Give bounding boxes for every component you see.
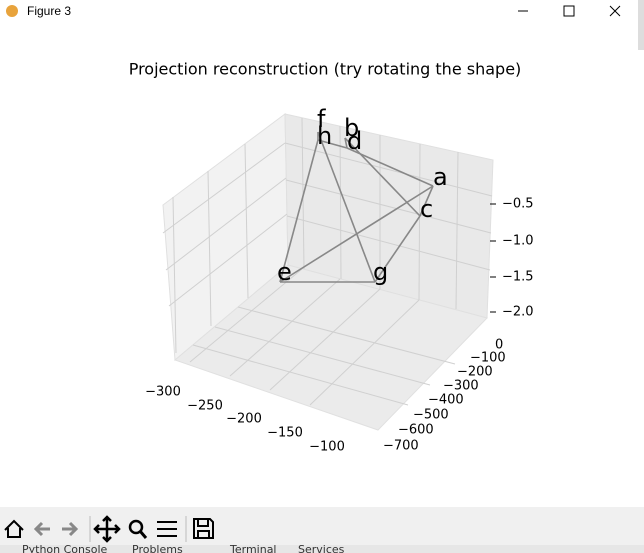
x-tick-label: −100 bbox=[309, 440, 345, 455]
y-tick-label: −100 bbox=[470, 351, 506, 366]
point-label: e bbox=[277, 258, 292, 286]
z-tick-label: −2.0 bbox=[502, 305, 534, 320]
y-tick-label: −400 bbox=[428, 393, 464, 408]
pane-grid bbox=[162, 117, 493, 406]
x-tick-label: −150 bbox=[267, 426, 303, 441]
side-strip bbox=[638, 0, 644, 50]
point-label: h bbox=[317, 122, 332, 150]
z-tick-label: −1.0 bbox=[502, 234, 534, 249]
ide-tab: Problems bbox=[132, 543, 183, 553]
maximize-button[interactable] bbox=[563, 5, 575, 17]
home-button[interactable] bbox=[4, 519, 24, 538]
x-tick-label: −300 bbox=[145, 385, 181, 400]
zoom-handle bbox=[138, 530, 148, 539]
shape-edges bbox=[279, 131, 434, 283]
window-title: Figure 3 bbox=[27, 4, 71, 18]
zoom-button[interactable] bbox=[128, 519, 144, 535]
y-tick-label: −700 bbox=[383, 439, 419, 454]
ide-tab: Python Console bbox=[22, 543, 108, 553]
floor-pane bbox=[174, 264, 488, 431]
z-tick-label: −1.5 bbox=[502, 270, 534, 285]
ide-tab: Terminal bbox=[229, 543, 277, 553]
point-label: f bbox=[317, 105, 326, 133]
y-tick-label: −200 bbox=[457, 365, 493, 380]
app-icon bbox=[6, 5, 18, 17]
close-button[interactable] bbox=[609, 5, 621, 17]
ide-tab: Services bbox=[298, 543, 345, 553]
title-bar bbox=[0, 0, 644, 24]
y-tick-label: 0 bbox=[495, 338, 503, 353]
y-tick-label: −300 bbox=[443, 379, 479, 394]
figure-title: Projection reconstruction (try rotating … bbox=[129, 60, 522, 79]
x-tick-label: −200 bbox=[226, 412, 262, 427]
configure-button[interactable] bbox=[157, 521, 177, 537]
x-tick-label: −250 bbox=[187, 399, 223, 414]
point-label: c bbox=[420, 195, 433, 223]
pan-button[interactable] bbox=[93, 515, 121, 543]
z-tick-label: −0.5 bbox=[502, 197, 534, 212]
forward-button[interactable] bbox=[62, 521, 79, 537]
y-tick-label: −600 bbox=[398, 423, 434, 438]
point-label: b bbox=[344, 114, 359, 142]
point-label: g bbox=[373, 258, 388, 286]
save-button[interactable] bbox=[193, 518, 214, 539]
ide-tab-strip bbox=[0, 545, 644, 553]
point-label: a bbox=[433, 163, 448, 191]
y-tick-label: −500 bbox=[413, 408, 449, 423]
point-label: d bbox=[347, 127, 362, 155]
back-button[interactable] bbox=[33, 521, 50, 537]
